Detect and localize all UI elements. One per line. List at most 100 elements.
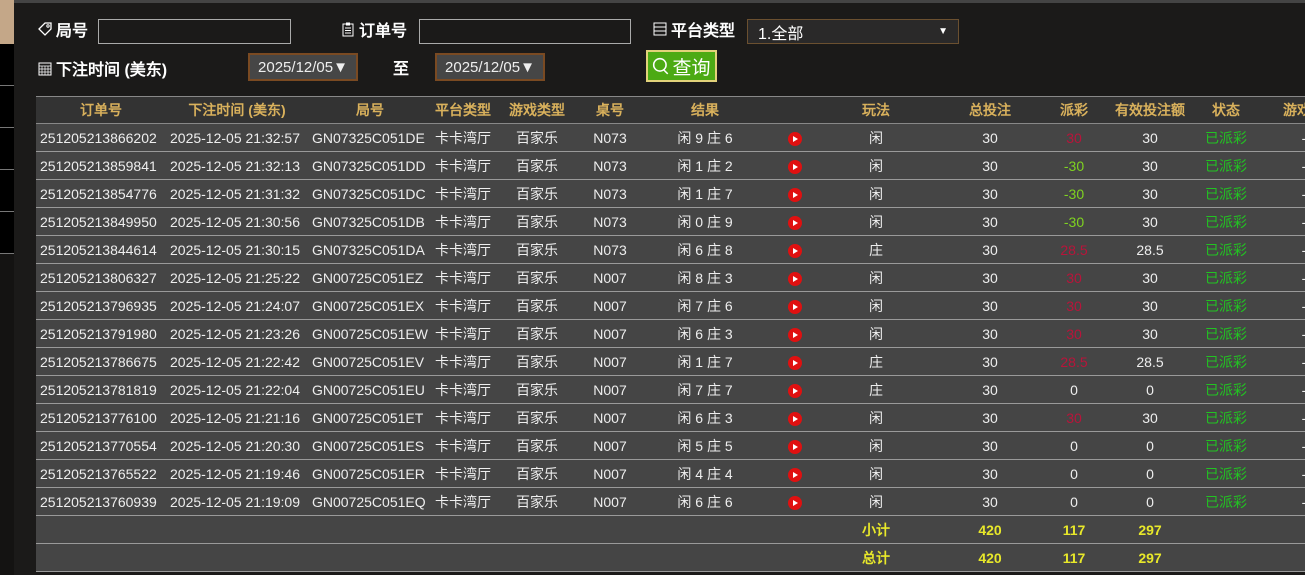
order-input[interactable] — [419, 19, 631, 44]
sidebar-item[interactable] — [0, 44, 14, 86]
play-video-icon[interactable] — [788, 355, 802, 370]
status: 已派彩 — [1200, 179, 1252, 208]
valid-bet: 30 — [1100, 403, 1200, 432]
play-video-icon[interactable] — [788, 411, 802, 426]
date-from-picker[interactable]: 2025/12/05▼ — [248, 53, 358, 81]
order-id: 251205213806327 — [36, 263, 166, 292]
play-video-icon[interactable] — [788, 215, 802, 230]
video-cell — [770, 263, 820, 292]
spacer — [1200, 543, 1305, 572]
status: 已派彩 — [1200, 347, 1252, 376]
payout: 28.5 — [1048, 347, 1100, 376]
query-button[interactable]: 查询 — [646, 50, 717, 82]
play-type: 庄 — [820, 235, 932, 264]
payout: 28.5 — [1048, 235, 1100, 264]
sidebar-item[interactable] — [0, 212, 14, 254]
search-icon — [653, 57, 669, 75]
game-type: 百家乐 — [494, 319, 580, 348]
result: 闲 6 庄 3 — [640, 403, 770, 432]
order-label: 订单号 — [340, 17, 407, 41]
bet-time: 2025-12-05 21:32:13 — [166, 151, 308, 180]
play-type: 闲 — [820, 431, 932, 460]
valid-bet: 28.5 — [1100, 347, 1200, 376]
result: 闲 9 庄 6 — [640, 123, 770, 152]
valid-bet: 0 — [1100, 487, 1200, 516]
video-cell — [770, 123, 820, 152]
play-video-icon[interactable] — [788, 159, 802, 174]
total-bet: 30 — [932, 403, 1048, 432]
payout: 0 — [1048, 459, 1100, 488]
game-table: - — [1252, 123, 1305, 152]
play-video-icon[interactable] — [788, 467, 802, 482]
round-id: GN07325C051DB — [308, 207, 432, 236]
table-id: N073 — [580, 151, 640, 180]
play-video-icon[interactable] — [788, 187, 802, 202]
payout: -30 — [1048, 179, 1100, 208]
summary-payout: 117 — [1048, 515, 1100, 544]
video-cell — [770, 151, 820, 180]
game-type: 百家乐 — [494, 487, 580, 516]
play-video-icon[interactable] — [788, 439, 802, 454]
round-input[interactable] — [98, 19, 291, 44]
game-table: - — [1252, 263, 1305, 292]
bet-time: 2025-12-05 21:21:16 — [166, 403, 308, 432]
sidebar-item[interactable] — [0, 170, 14, 212]
platform: 卡卡湾厅 — [432, 263, 494, 292]
play-video-icon[interactable] — [788, 327, 802, 342]
platform: 卡卡湾厅 — [432, 431, 494, 460]
summary-total-bet: 420 — [932, 515, 1048, 544]
game-table: - — [1252, 235, 1305, 264]
column-header: 结果 — [640, 96, 770, 124]
play-video-icon[interactable] — [788, 383, 802, 398]
result: 闲 6 庄 3 — [640, 319, 770, 348]
top-divider — [14, 0, 1305, 3]
platform: 卡卡湾厅 — [432, 459, 494, 488]
play-video-icon[interactable] — [788, 495, 802, 510]
column-header: 游戏桌 — [1252, 96, 1305, 124]
order-id: 251205213854776 — [36, 179, 166, 208]
play-video-icon[interactable] — [788, 299, 802, 314]
subtotal-row: 小计 420 117 297 — [36, 515, 1305, 544]
summary-valid-bet: 297 — [1100, 543, 1200, 572]
play-type: 庄 — [820, 347, 932, 376]
play-type: 闲 — [820, 263, 932, 292]
play-type: 闲 — [820, 207, 932, 236]
game-type: 百家乐 — [494, 123, 580, 152]
status: 已派彩 — [1200, 375, 1252, 404]
game-table: - — [1252, 347, 1305, 376]
payout: 0 — [1048, 375, 1100, 404]
table-id: N007 — [580, 291, 640, 320]
valid-bet: 30 — [1100, 291, 1200, 320]
date-to-picker[interactable]: 2025/12/05▼ — [435, 53, 545, 81]
game-type: 百家乐 — [494, 403, 580, 432]
valid-bet: 28.5 — [1100, 235, 1200, 264]
payout: 0 — [1048, 431, 1100, 460]
play-type: 闲 — [820, 319, 932, 348]
platform-label: 平台类型 — [652, 17, 735, 41]
table-row: 251205213854776 2025-12-05 21:31:32 GN0732… — [36, 179, 1305, 208]
platform-select[interactable]: 1.全部 ▼ — [747, 19, 959, 44]
order-id: 251205213859841 — [36, 151, 166, 180]
play-video-icon[interactable] — [788, 131, 802, 146]
game-table: - — [1252, 403, 1305, 432]
column-header: 游戏类型 — [494, 96, 580, 124]
valid-bet: 30 — [1100, 263, 1200, 292]
result: 闲 8 庄 3 — [640, 263, 770, 292]
round-id: GN07325C051DA — [308, 235, 432, 264]
order-id: 251205213776100 — [36, 403, 166, 432]
status: 已派彩 — [1200, 291, 1252, 320]
table-row: 251205213806327 2025-12-05 21:25:22 GN0072… — [36, 263, 1305, 292]
table-row: 251205213791980 2025-12-05 21:23:26 GN0072… — [36, 319, 1305, 348]
sidebar-item[interactable] — [0, 128, 14, 170]
table-row: 251205213770554 2025-12-05 21:20:30 GN0072… — [36, 431, 1305, 460]
video-cell — [770, 347, 820, 376]
sidebar-item[interactable] — [0, 86, 14, 128]
order-id: 251205213844614 — [36, 235, 166, 264]
valid-bet: 30 — [1100, 123, 1200, 152]
status: 已派彩 — [1200, 151, 1252, 180]
play-video-icon[interactable] — [788, 271, 802, 286]
round-id: GN00725C051EX — [308, 291, 432, 320]
game-table: - — [1252, 291, 1305, 320]
play-video-icon[interactable] — [788, 243, 802, 258]
status: 已派彩 — [1200, 319, 1252, 348]
